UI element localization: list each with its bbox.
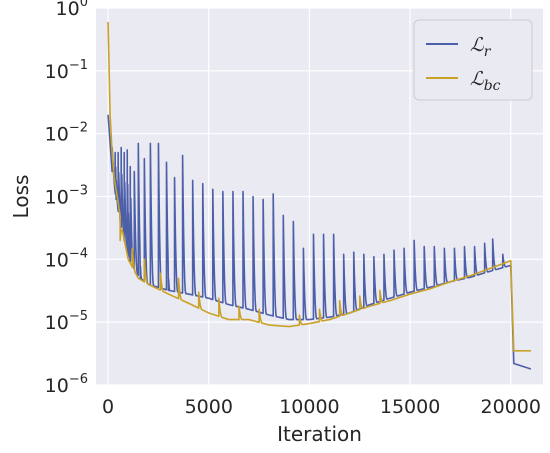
series-line-lbc bbox=[107, 21, 531, 352]
series-group bbox=[107, 21, 532, 370]
tick-labels: 0 5000 10000 15000 20000 100 10−1 10−2 10−3 10−4 1… bbox=[45, 0, 541, 418]
x-tick-label: 20000 bbox=[481, 396, 541, 418]
x-tick-label: 5000 bbox=[185, 396, 233, 418]
legend-box bbox=[413, 19, 533, 101]
y-tick-label: 10−2 bbox=[45, 121, 88, 146]
legend-label: ℒbc bbox=[470, 68, 501, 94]
legend-label: ℒr bbox=[470, 34, 492, 60]
y-tick-label: 10−5 bbox=[45, 309, 88, 334]
y-tick-label: 10−6 bbox=[45, 372, 88, 397]
x-tick-label: 15000 bbox=[380, 396, 440, 418]
x-tick-label: 10000 bbox=[279, 396, 339, 418]
y-tick-label: 10−4 bbox=[45, 246, 88, 271]
y-axis-label: Loss bbox=[9, 175, 33, 219]
x-tick-label: 0 bbox=[102, 396, 114, 418]
y-tick-label: 10−1 bbox=[45, 58, 88, 83]
series-line-lr bbox=[107, 114, 532, 370]
x-axis-label: Iteration bbox=[277, 422, 362, 446]
legend: ℒr ℒbc bbox=[413, 19, 533, 101]
y-tick-label: 10−3 bbox=[45, 184, 88, 209]
y-tick-label: 100 bbox=[56, 0, 88, 20]
